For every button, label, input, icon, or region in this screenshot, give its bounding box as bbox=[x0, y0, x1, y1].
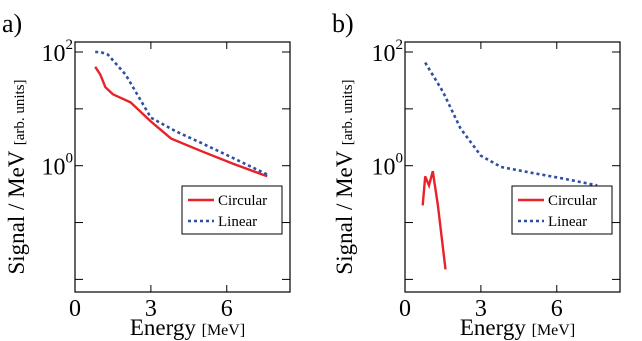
x-tick-label: 6 bbox=[221, 296, 233, 322]
y-axis-label: Signal / MeV [arb. units] bbox=[4, 79, 29, 274]
x-tick-label: 0 bbox=[69, 296, 81, 322]
panel-label: b) bbox=[332, 9, 354, 38]
y-axis-label: Signal / MeV [arb. units] bbox=[332, 79, 357, 274]
x-tick-label: 3 bbox=[145, 296, 157, 322]
series-line-circular bbox=[421, 170, 447, 270]
x-tick-label: 3 bbox=[475, 296, 487, 322]
x-tick-label: 0 bbox=[399, 296, 411, 322]
legend-label: Circular bbox=[548, 193, 597, 209]
legend-label: Circular bbox=[218, 193, 267, 209]
legend: Circular Linear bbox=[181, 185, 283, 235]
y-tick-label: 102 bbox=[42, 37, 74, 67]
panel-label: a) bbox=[2, 9, 22, 38]
legend-label: Linear bbox=[218, 214, 257, 230]
series-line-circular bbox=[94, 66, 268, 178]
legend-box bbox=[181, 185, 283, 235]
series-line-linear bbox=[95, 50, 268, 176]
legend-box bbox=[511, 185, 613, 235]
legend-label: Linear bbox=[548, 214, 587, 230]
plot-frame bbox=[404, 41, 621, 293]
series-line-linear bbox=[424, 61, 598, 187]
legend: Circular Linear bbox=[511, 185, 613, 235]
x-tick-label: 6 bbox=[551, 296, 563, 322]
plot-frame bbox=[74, 41, 291, 293]
x-axis-label: Energy [MeV] bbox=[130, 315, 245, 340]
y-tick-label: 102 bbox=[372, 37, 404, 67]
panel-a: a) 0 3 6 102 100 Energy [MeV] Signal / MeV [arb… bbox=[2, 9, 291, 340]
y-tick-label: 100 bbox=[372, 151, 404, 181]
y-tick-label: 100 bbox=[42, 151, 74, 181]
